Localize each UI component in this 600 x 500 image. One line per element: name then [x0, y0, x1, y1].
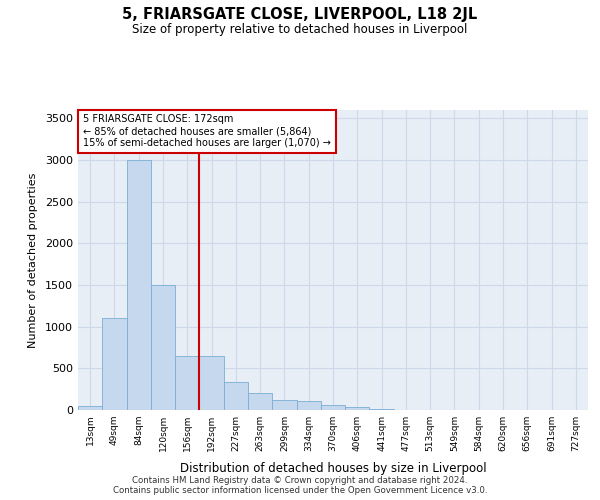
Bar: [78, 406, 102, 410]
Bar: [248, 394, 272, 410]
Text: Size of property relative to detached houses in Liverpool: Size of property relative to detached ho…: [133, 22, 467, 36]
Bar: [272, 400, 296, 410]
Text: 5, FRIARSGATE CLOSE, LIVERPOOL, L18 2JL: 5, FRIARSGATE CLOSE, LIVERPOOL, L18 2JL: [122, 8, 478, 22]
Bar: [199, 356, 224, 410]
Text: 5 FRIARSGATE CLOSE: 172sqm
← 85% of detached houses are smaller (5,864)
15% of s: 5 FRIARSGATE CLOSE: 172sqm ← 85% of deta…: [83, 114, 331, 148]
X-axis label: Distribution of detached houses by size in Liverpool: Distribution of detached houses by size …: [179, 462, 487, 475]
Bar: [175, 356, 199, 410]
Bar: [321, 405, 345, 410]
Bar: [296, 401, 321, 410]
Y-axis label: Number of detached properties: Number of detached properties: [28, 172, 38, 348]
Bar: [224, 382, 248, 410]
Bar: [345, 407, 370, 410]
Bar: [127, 160, 151, 410]
Bar: [102, 318, 127, 410]
Text: Contains HM Land Registry data © Crown copyright and database right 2024.
Contai: Contains HM Land Registry data © Crown c…: [113, 476, 487, 495]
Bar: [370, 409, 394, 410]
Bar: [151, 285, 175, 410]
